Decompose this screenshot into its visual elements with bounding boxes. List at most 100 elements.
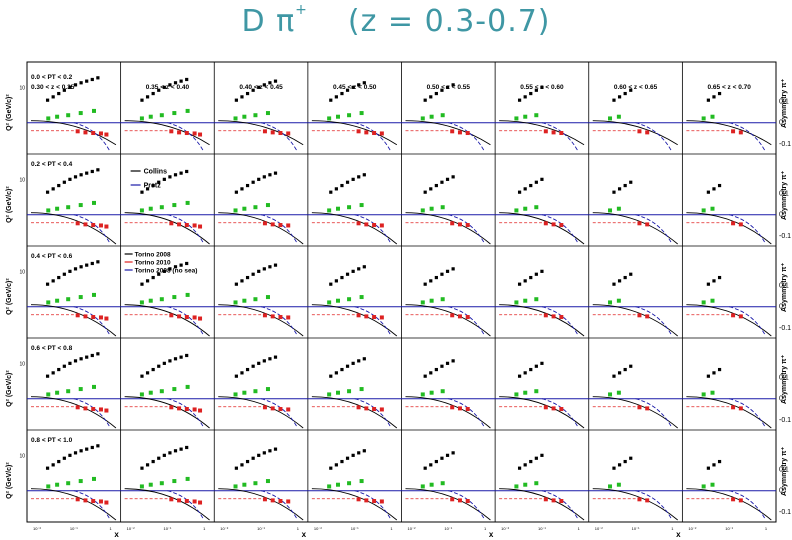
q2-point bbox=[357, 451, 361, 455]
asym-tick-label: -0.1 bbox=[779, 509, 791, 516]
asymmetry-point-green bbox=[616, 298, 621, 303]
q2-point bbox=[434, 275, 438, 280]
z-bin-label: 0.45 < z < 0.50 bbox=[333, 84, 377, 91]
q2-point bbox=[612, 282, 616, 286]
asymmetry-point-red bbox=[270, 222, 275, 227]
asymmetry-point-green bbox=[46, 392, 51, 397]
q2-point bbox=[540, 85, 544, 89]
q2-point bbox=[523, 371, 527, 375]
q2-point bbox=[529, 91, 533, 96]
q2-point bbox=[451, 175, 455, 179]
torino-2008-no-sea-curve bbox=[729, 122, 766, 151]
asymmetry-point-green bbox=[701, 208, 706, 213]
asymmetry-point-red bbox=[98, 131, 103, 136]
q2-point bbox=[45, 98, 50, 102]
asymmetry-point-green bbox=[46, 116, 51, 121]
x-tick-label: 10⁻¹ bbox=[632, 526, 641, 531]
asym-tick-label: 0 bbox=[779, 120, 783, 127]
asymmetry-point-red bbox=[738, 314, 743, 319]
q2-point bbox=[540, 269, 544, 273]
q2-axis-label: Q² (GeV/c)² bbox=[6, 462, 13, 499]
asymmetry-point-red bbox=[262, 221, 267, 226]
q2-point bbox=[623, 275, 627, 280]
asymmetry-point-green bbox=[420, 484, 425, 489]
torino-2008-no-sea-curve bbox=[167, 398, 204, 427]
q2-point bbox=[434, 367, 438, 372]
asymmetry-point-red bbox=[169, 221, 174, 226]
asymmetry-point-red bbox=[98, 499, 103, 504]
q2-point bbox=[57, 275, 61, 280]
asymmetry-point-green bbox=[185, 292, 190, 297]
asymmetry-point-red bbox=[177, 314, 182, 319]
legend-label: Torino 2010 bbox=[135, 260, 171, 267]
q2-point bbox=[273, 447, 278, 451]
q2-point bbox=[85, 79, 89, 83]
q2-point bbox=[73, 175, 78, 179]
q2-point bbox=[173, 265, 178, 269]
q2-point bbox=[145, 187, 150, 191]
asymmetry-point-red bbox=[645, 130, 650, 135]
q2-point bbox=[268, 173, 272, 177]
q2-point bbox=[173, 81, 178, 85]
asymmetry-point-red bbox=[372, 223, 377, 228]
q2-point bbox=[334, 187, 338, 191]
asymmetry-point-red bbox=[286, 407, 291, 412]
asymmetry-point-red bbox=[559, 499, 564, 504]
q2-point bbox=[240, 187, 244, 191]
asymmetry-point-red bbox=[457, 222, 462, 227]
asymmetry-point-red bbox=[198, 316, 203, 321]
asymmetry-point-green bbox=[66, 205, 71, 210]
x-tick-label: 10⁻² bbox=[688, 526, 697, 531]
q2-point bbox=[173, 449, 178, 453]
asymmetry-point-red bbox=[465, 315, 470, 320]
asymmetry-point-green bbox=[608, 484, 613, 489]
asymmetry-point-red bbox=[83, 314, 88, 319]
asymmetry-point-red bbox=[98, 223, 103, 228]
q2-point bbox=[712, 95, 716, 99]
q2-point bbox=[345, 364, 350, 368]
q2-point bbox=[445, 85, 450, 89]
collins-curve bbox=[686, 488, 772, 521]
torino-2008-no-sea-curve bbox=[73, 490, 110, 519]
asymmetry-point-green bbox=[185, 476, 190, 481]
q2-point bbox=[245, 459, 250, 464]
q2-point bbox=[68, 361, 72, 365]
q2-point bbox=[96, 444, 100, 448]
collins-curve bbox=[499, 304, 585, 337]
q2-point bbox=[629, 88, 633, 92]
asymmetry-point-red bbox=[75, 221, 80, 226]
q2-point bbox=[173, 173, 178, 177]
asymmetry-point-red bbox=[184, 499, 189, 504]
q2-point bbox=[612, 374, 616, 378]
asymmetry-point-green bbox=[420, 116, 425, 121]
asymmetry-point-green bbox=[242, 298, 247, 303]
q2-point bbox=[185, 353, 189, 358]
q2-point bbox=[362, 449, 366, 453]
torino-2008-no-sea-curve bbox=[73, 214, 110, 243]
asymmetry-point-green bbox=[335, 390, 340, 395]
q2-point bbox=[334, 95, 338, 99]
asymmetry-point-green bbox=[148, 206, 153, 211]
z-bin-label: 0.30 < z < 0.35 bbox=[31, 84, 75, 91]
asymmetry-point-green bbox=[159, 205, 164, 210]
q2-point bbox=[423, 466, 427, 470]
q2-point bbox=[623, 91, 627, 96]
q2-point bbox=[234, 466, 238, 470]
q2-point bbox=[45, 190, 50, 194]
x-tick-label: 1 bbox=[671, 526, 674, 531]
q2-point bbox=[257, 361, 261, 365]
q2-point bbox=[145, 95, 150, 99]
q2-point bbox=[445, 361, 450, 365]
collins-curve bbox=[499, 488, 585, 521]
collins-curve bbox=[124, 488, 210, 521]
x-tick-label: 1 bbox=[578, 526, 581, 531]
q2-point bbox=[345, 88, 350, 92]
q2-point bbox=[185, 261, 189, 266]
asymmetry-point-green bbox=[440, 389, 445, 394]
asymmetry-point-red bbox=[379, 499, 384, 504]
asymmetry-point-green bbox=[608, 116, 613, 121]
asymmetry-point-green bbox=[253, 481, 258, 486]
asymmetry-point-green bbox=[91, 292, 96, 297]
asymmetry-point-red bbox=[738, 498, 743, 503]
q2-point bbox=[712, 279, 716, 283]
